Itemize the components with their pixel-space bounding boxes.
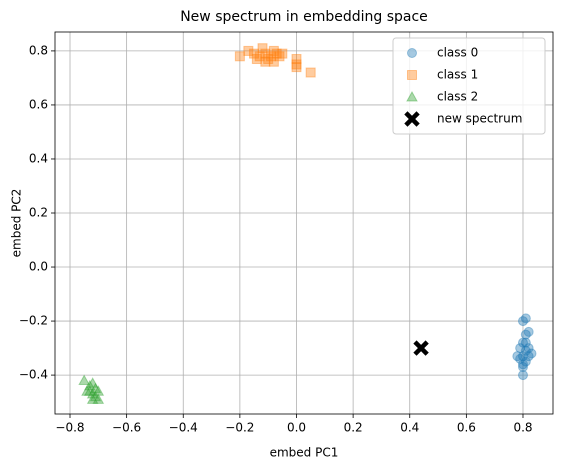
point — [520, 345, 531, 356]
point — [520, 356, 531, 367]
point — [291, 54, 302, 65]
legend-marker — [407, 70, 417, 80]
point — [260, 48, 271, 59]
y-tick-label: 0.6 — [29, 97, 48, 111]
legend-marker — [407, 48, 417, 58]
point — [83, 379, 96, 391]
point — [517, 316, 528, 327]
point — [512, 351, 523, 362]
point — [515, 343, 526, 354]
y-tick-label: −0.2 — [19, 314, 48, 328]
plot-frame — [54, 31, 554, 415]
legend-box — [392, 37, 546, 135]
point — [268, 45, 279, 56]
point — [517, 351, 528, 362]
chart-title: New spectrum in embedding space — [180, 9, 428, 25]
point — [86, 377, 99, 388]
point — [81, 385, 93, 396]
point — [291, 59, 302, 70]
y-axis-label: embed PC2 — [10, 189, 24, 258]
x-tick-label: 0.0 — [287, 421, 306, 435]
x-tick-label: 0.4 — [400, 421, 419, 435]
point — [89, 382, 102, 394]
x-tick-label: −0.2 — [225, 421, 254, 435]
y-tick-label: 0.4 — [29, 151, 48, 165]
y-tick-label: 0.0 — [29, 260, 48, 274]
point — [523, 326, 534, 337]
y-tick-label: −0.4 — [19, 368, 48, 382]
y-tick-label: 0.2 — [29, 206, 48, 220]
legend: class 0 class 1 class 2 new spectrum — [392, 37, 546, 135]
point — [92, 393, 105, 404]
point — [249, 48, 260, 59]
point — [526, 348, 537, 359]
point — [234, 51, 245, 62]
point — [89, 390, 102, 402]
point — [523, 351, 534, 362]
point — [515, 353, 526, 364]
point — [517, 361, 528, 372]
point — [517, 370, 528, 381]
point — [413, 340, 429, 356]
point — [83, 385, 96, 396]
point — [517, 359, 528, 370]
point — [523, 343, 534, 354]
point — [520, 329, 531, 340]
point — [271, 48, 282, 59]
legend-marker — [404, 111, 420, 127]
point — [251, 54, 262, 65]
point — [517, 337, 528, 348]
x-tick-label: −0.8 — [55, 421, 84, 435]
point — [86, 387, 99, 399]
y-tick-label: 0.8 — [29, 43, 48, 57]
point — [268, 56, 279, 67]
point — [263, 54, 274, 65]
x-tick-label: −0.6 — [112, 421, 141, 435]
legend-label: class 1 — [437, 68, 478, 82]
point — [254, 51, 265, 62]
legend-marker — [406, 90, 418, 102]
point — [266, 51, 277, 62]
x-tick-label: 0.6 — [457, 421, 476, 435]
point — [243, 45, 254, 56]
point — [520, 313, 531, 324]
point — [520, 337, 531, 348]
point — [274, 51, 285, 62]
point — [277, 48, 288, 59]
legend-label: new spectrum — [437, 112, 522, 126]
legend-label: class 0 — [437, 46, 478, 60]
x-tick-label: 0.2 — [344, 421, 363, 435]
legend-label: class 2 — [437, 90, 478, 104]
point — [86, 393, 99, 404]
point — [291, 62, 302, 73]
point — [305, 67, 316, 78]
point — [260, 56, 271, 67]
x-tick-label: 0.8 — [513, 421, 532, 435]
point — [257, 43, 268, 54]
x-axis-label: embed PC1 — [270, 446, 339, 460]
x-tick-label: −0.4 — [169, 421, 198, 435]
point — [92, 385, 105, 396]
point — [78, 374, 91, 386]
